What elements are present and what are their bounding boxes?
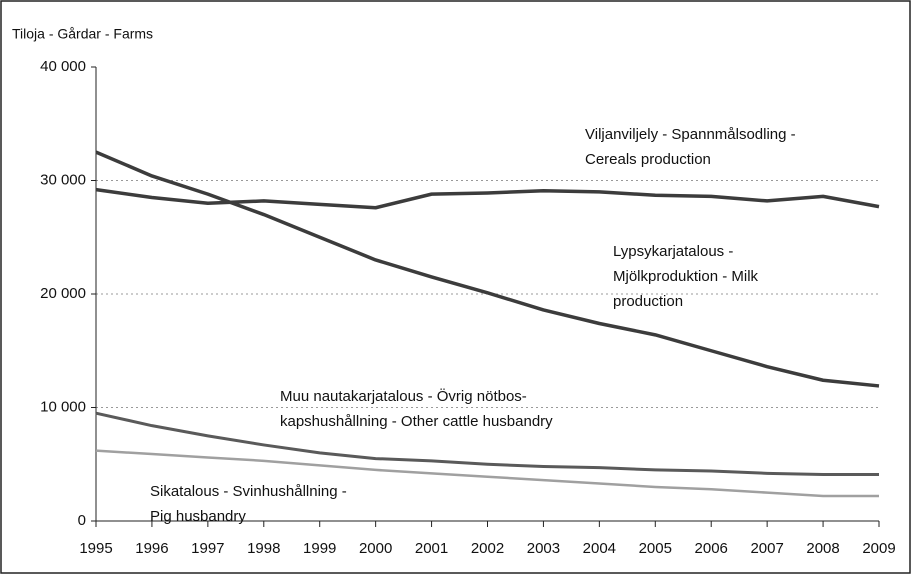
series-label: Muu nautakarjatalous - Övrig nötbos- bbox=[280, 387, 527, 405]
x-tick-label: 1996 bbox=[135, 540, 168, 557]
x-tick-label: 1997 bbox=[191, 540, 224, 557]
x-tick-label: 1995 bbox=[79, 540, 112, 557]
y-tick-label: 30 000 bbox=[40, 171, 86, 188]
x-tick-label: 2003 bbox=[527, 540, 560, 557]
x-tick-label: 2009 bbox=[862, 540, 895, 557]
y-tick-label: 20 000 bbox=[40, 285, 86, 302]
x-tick-label: 2008 bbox=[806, 540, 839, 557]
x-tick-label: 2004 bbox=[583, 540, 616, 557]
series-label: Viljanviljely - Spannmålsodling - bbox=[585, 126, 796, 143]
x-tick-label: 2001 bbox=[415, 540, 448, 557]
y-tick-label: 40 000 bbox=[40, 58, 86, 75]
series-label: Lypsykarjatalous - bbox=[613, 243, 733, 260]
y-tick-label: 0 bbox=[78, 512, 86, 529]
y-axis-title: Tiloja - Gårdar - Farms bbox=[12, 26, 153, 42]
x-tick-label: 1999 bbox=[303, 540, 336, 557]
x-tick-label: 2007 bbox=[750, 540, 783, 557]
series-label: Sikatalous - Svinhushållning - bbox=[150, 483, 347, 500]
series-label: Cereals production bbox=[585, 151, 711, 168]
x-tick-label: 2000 bbox=[359, 540, 392, 557]
x-tick-label: 2006 bbox=[695, 540, 728, 557]
x-tick-label: 2005 bbox=[639, 540, 672, 557]
series-line bbox=[95, 411, 879, 476]
series-line bbox=[95, 449, 879, 498]
series-line bbox=[95, 150, 880, 388]
series-label: kapshushållning - Other cattle husbandry bbox=[280, 413, 553, 430]
x-tick-label: 1998 bbox=[247, 540, 280, 557]
series-label: Mjölkproduktion - Milk bbox=[613, 268, 759, 285]
x-tick-label: 2002 bbox=[471, 540, 504, 557]
y-tick-label: 10 000 bbox=[40, 398, 86, 415]
series-label: production bbox=[613, 293, 683, 310]
series-label: Pig husbandry bbox=[150, 508, 246, 525]
